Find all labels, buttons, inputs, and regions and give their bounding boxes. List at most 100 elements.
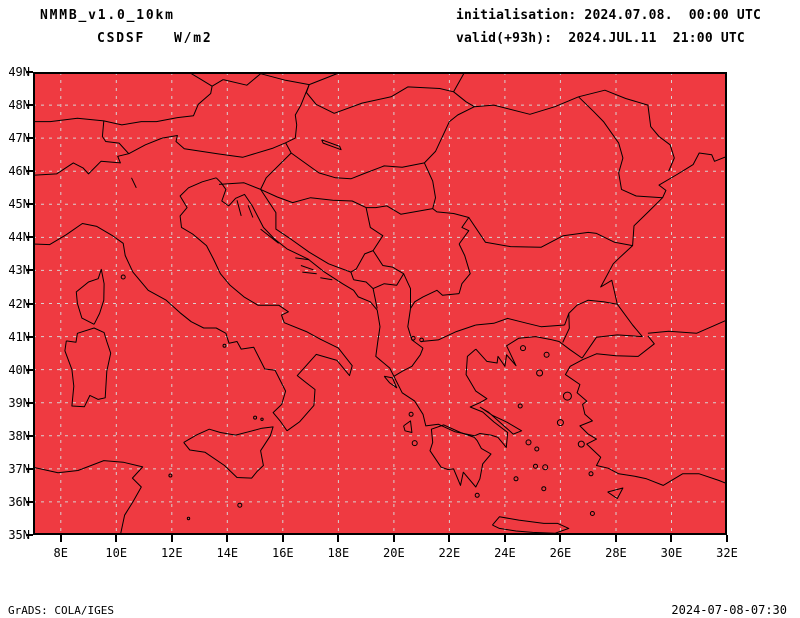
- lon-tick-16E: [281, 535, 284, 542]
- map-line-border-prut-moldova: [578, 96, 663, 199]
- map-line-italy-west-coast: [33, 223, 288, 432]
- lat-label-41N: 41N: [8, 329, 30, 344]
- lon-label-14E: 14E: [216, 546, 239, 560]
- lon-tick-18E: [337, 535, 340, 542]
- lat-tick-46N: [26, 170, 33, 173]
- map-line-border-serbia-romania: [423, 162, 436, 209]
- lat-label-42N: 42N: [8, 296, 30, 311]
- map-line-euboea: [479, 406, 523, 435]
- lat-label-47N: 47N: [8, 131, 30, 146]
- lon-tick-24E: [503, 535, 506, 542]
- lat-label-45N: 45N: [8, 197, 30, 212]
- lat-tick-43N: [26, 269, 33, 272]
- lat-tick-44N: [26, 236, 33, 239]
- map-line-border-austria-italy-slovenia: [128, 135, 286, 158]
- lon-tick-14E: [226, 535, 229, 542]
- lat-label-46N: 46N: [8, 164, 30, 179]
- map-line-croatian-island-4: [295, 257, 310, 261]
- grads-credit: GrADS: COLA/IGES: [8, 604, 114, 617]
- lon-label-8E: 8E: [53, 546, 68, 560]
- island-dot-16: [411, 440, 418, 447]
- map-line-border-kosovo-macedonia: [403, 273, 411, 309]
- lon-tick-30E: [670, 535, 673, 542]
- map-line-italy-east-coast: [179, 177, 353, 432]
- island-dot-13: [588, 471, 594, 477]
- island-dot-23: [168, 473, 173, 478]
- lat-label-40N: 40N: [8, 362, 30, 377]
- map-line-corfu: [383, 375, 398, 389]
- island-dot-12: [541, 486, 547, 492]
- lat-tick-37N: [26, 467, 33, 470]
- valid-line: valid(+93h): 2024.JUL.11 21:00 UTC: [456, 31, 745, 46]
- map-line-border-serbia-bulgaria: [458, 243, 471, 294]
- creation-timestamp: 2024-07-08-07:30: [671, 603, 787, 617]
- map-line-croatian-island-2: [247, 205, 254, 218]
- island-dot-22: [237, 502, 243, 508]
- island-dot-14: [589, 511, 595, 516]
- lon-tick-22E: [448, 535, 451, 542]
- lon-label-16E: 16E: [271, 546, 294, 560]
- map-line-border-slovenia-croatia: [218, 152, 292, 190]
- map-line-border-bulgaria-romania: [468, 217, 633, 248]
- map-line-croatian-island-1: [236, 200, 242, 217]
- island-dot-10: [534, 446, 540, 452]
- lon-label-28E: 28E: [605, 546, 627, 560]
- initialisation-line: initialisation: 2024.07.08. 00:00 UTC: [456, 8, 762, 23]
- map-line-border-evros: [562, 312, 570, 343]
- map-line-lake-garda: [131, 177, 137, 189]
- island-dot-8: [533, 463, 538, 469]
- lon-tick-26E: [559, 535, 562, 542]
- map-line-kefalonia: [403, 420, 413, 433]
- map-line-border-austria-germany: [103, 79, 224, 126]
- lat-tick-35N: [26, 534, 33, 536]
- lon-tick-8E: [59, 535, 62, 542]
- map-line-border-bosnia-croatia: [260, 189, 352, 273]
- map-line-border-kosovo: [372, 250, 405, 290]
- lat-label-39N: 39N: [8, 395, 30, 410]
- island-dot-0: [562, 391, 572, 401]
- lon-label-32E: 32E: [716, 546, 738, 560]
- map-line-crete: [492, 516, 570, 534]
- island-dot-9: [525, 439, 532, 446]
- map-line-attica-thessaly-coast: [465, 348, 509, 448]
- lon-label-10E: 10E: [105, 546, 128, 560]
- island-dot-17: [408, 411, 414, 417]
- island-dot-19: [222, 343, 227, 348]
- map-line-border-switzerland: [33, 117, 130, 176]
- lat-tick-36N: [26, 500, 33, 503]
- map-line-border-hungary-romania: [424, 106, 475, 164]
- map-line-marmara-blacksea-europe-coast: [581, 152, 727, 359]
- lon-tick-28E: [614, 535, 617, 542]
- island-dot-4: [520, 345, 526, 352]
- lon-label-26E: 26E: [549, 546, 572, 560]
- lat-tick-48N: [26, 104, 33, 107]
- map-line-border-ukraine-top: [453, 72, 466, 93]
- lon-tick-32E: [726, 535, 728, 542]
- island-dot-26: [419, 337, 424, 343]
- island-dot-7: [542, 464, 549, 471]
- lon-tick-20E: [392, 535, 395, 542]
- lon-label-30E: 30E: [660, 546, 683, 560]
- lat-tick-41N: [26, 335, 33, 338]
- lat-label-48N: 48N: [8, 98, 30, 113]
- lat-tick-38N: [26, 434, 33, 437]
- map-line-rhodes: [607, 487, 624, 500]
- map-line-corsica: [75, 268, 105, 325]
- map-line-border-macedonia-north: [410, 289, 460, 309]
- lat-label-49N: 49N: [8, 65, 30, 79]
- lat-tick-49N: [26, 71, 33, 73]
- map-line-border-albania-east: [407, 308, 424, 349]
- lat-tick-39N: [26, 401, 33, 404]
- map-line-turkey-aegean-coast: [564, 335, 727, 486]
- map-line-border-albania-greece: [393, 347, 424, 377]
- lat-label-44N: 44N: [8, 230, 30, 245]
- island-dot-15: [474, 492, 480, 498]
- model-title: NMMB_v1.0_10km: [40, 8, 175, 23]
- island-dot-25: [411, 335, 416, 341]
- island-dot-20: [253, 415, 258, 420]
- map-line-border-slovakia-hungary: [305, 84, 475, 114]
- island-dot-24: [186, 516, 191, 521]
- lat-label-35N: 35N: [8, 528, 30, 542]
- map-line-border-montenegro-albania: [353, 279, 378, 309]
